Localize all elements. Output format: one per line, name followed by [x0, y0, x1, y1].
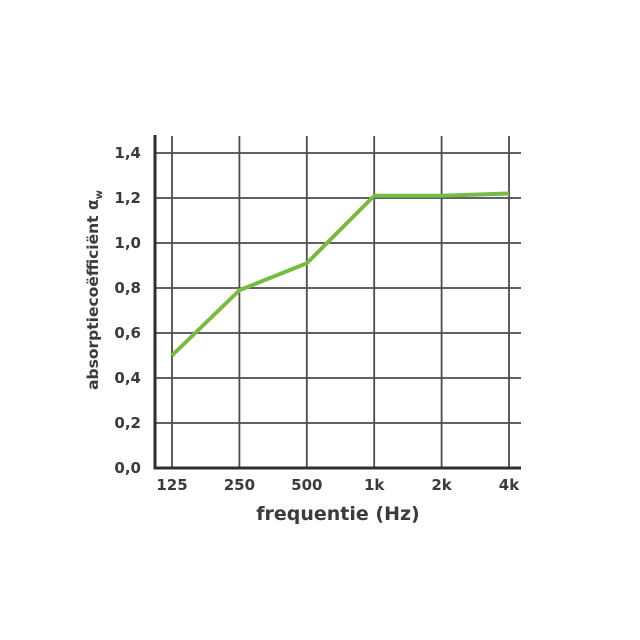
y-tick-label: 0,4 [114, 369, 141, 387]
y-tick-label: 1,4 [114, 144, 141, 162]
x-axis-title: frequentie (Hz) [256, 503, 420, 525]
y-tick-label: 0,0 [114, 459, 141, 477]
x-tick-label: 125 [156, 476, 188, 494]
alpha-symbol: α [84, 199, 102, 210]
x-tick-label: 500 [291, 476, 323, 494]
x-tick-label: 4k [498, 476, 520, 494]
alpha-subscript: w [94, 190, 106, 200]
y-tick-label: 1,2 [114, 189, 141, 207]
x-tick-label: 250 [223, 476, 256, 494]
y-tick-label: 0,8 [114, 279, 141, 297]
y-axis-title: absorptiecoëfficiënt αw [84, 140, 106, 440]
x-tick-label: 2k [431, 476, 452, 494]
data-line [170, 191, 510, 357]
y-tick-label: 0,6 [114, 324, 141, 342]
y-axis-title-text: absorptiecoëfficiënt [84, 215, 102, 390]
y-tick-label: 1,0 [114, 234, 141, 252]
y-tick-label: 0,2 [114, 414, 141, 432]
x-tick-label: 1k [363, 476, 385, 494]
